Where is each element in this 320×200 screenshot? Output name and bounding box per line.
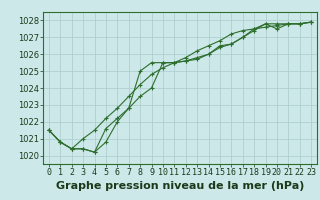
X-axis label: Graphe pression niveau de la mer (hPa): Graphe pression niveau de la mer (hPa)	[56, 181, 304, 191]
